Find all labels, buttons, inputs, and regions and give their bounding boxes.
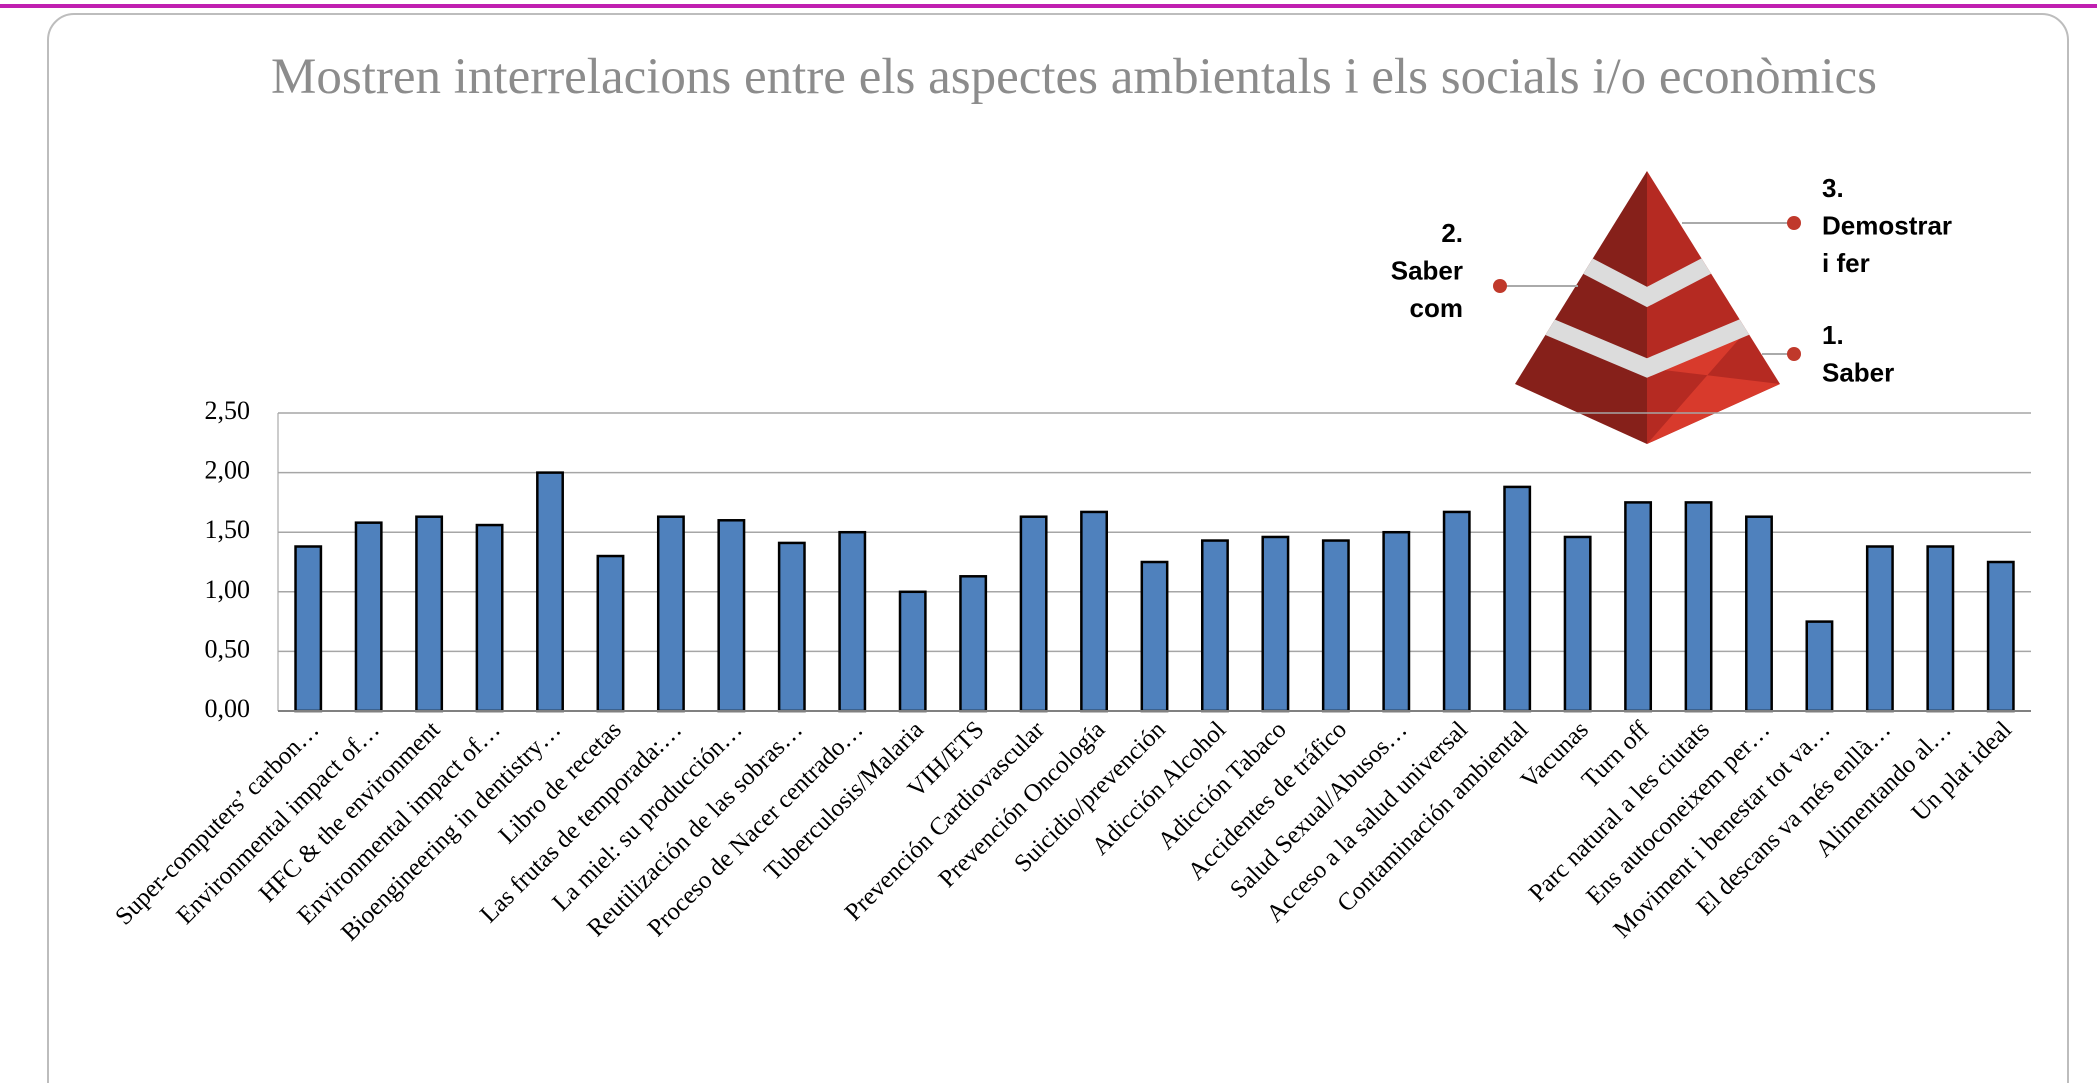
level-label: 2. xyxy=(1441,218,1463,248)
bar xyxy=(1928,547,1953,711)
bar xyxy=(1807,622,1832,711)
y-tick-label: 1,00 xyxy=(205,575,251,604)
bar xyxy=(296,547,321,711)
y-tick-label: 0,00 xyxy=(205,694,251,723)
bar xyxy=(1988,562,2013,711)
level-label: Saber xyxy=(1822,357,1894,387)
y-tick-label: 2,00 xyxy=(205,456,251,485)
bar xyxy=(1444,512,1469,711)
level-label: i fer xyxy=(1822,248,1870,278)
bar xyxy=(1323,541,1348,711)
level-label: Demostrar xyxy=(1822,210,1952,240)
bar xyxy=(416,517,441,711)
bar xyxy=(840,532,865,711)
bar xyxy=(1686,502,1711,711)
chart-title: Mostren interrelacions entre els aspecte… xyxy=(271,44,1997,110)
level-label: 3. xyxy=(1822,173,1844,203)
y-tick-label: 1,50 xyxy=(205,515,251,544)
bar xyxy=(1263,537,1288,711)
connector-dot xyxy=(1787,216,1801,230)
bar xyxy=(658,517,683,711)
connector-dot xyxy=(1493,279,1507,293)
bar xyxy=(1202,541,1227,711)
bar xyxy=(1867,547,1892,711)
bar xyxy=(598,556,623,711)
bar xyxy=(1504,487,1529,711)
y-tick-label: 0,50 xyxy=(205,634,251,663)
bar xyxy=(960,576,985,711)
bar xyxy=(477,525,502,711)
bar xyxy=(1746,517,1771,711)
y-tick-label: 2,50 xyxy=(205,396,251,425)
level-label: 1. xyxy=(1822,320,1844,350)
page: 0,000,501,001,502,002,50Super-computers’… xyxy=(0,0,2097,1083)
level-label: com xyxy=(1410,293,1463,323)
bar xyxy=(1081,512,1106,711)
bar xyxy=(1384,532,1409,711)
bar xyxy=(719,520,744,711)
level-label: Saber xyxy=(1391,255,1463,285)
bar xyxy=(900,592,925,711)
connector-dot xyxy=(1787,347,1801,361)
bar xyxy=(1625,502,1650,711)
bar xyxy=(356,523,381,711)
chart: 0,000,501,001,502,002,50Super-computers’… xyxy=(0,0,2097,1083)
bar xyxy=(1565,537,1590,711)
bar xyxy=(1021,517,1046,711)
bar xyxy=(1142,562,1167,711)
bar xyxy=(779,543,804,711)
bar xyxy=(537,473,562,711)
